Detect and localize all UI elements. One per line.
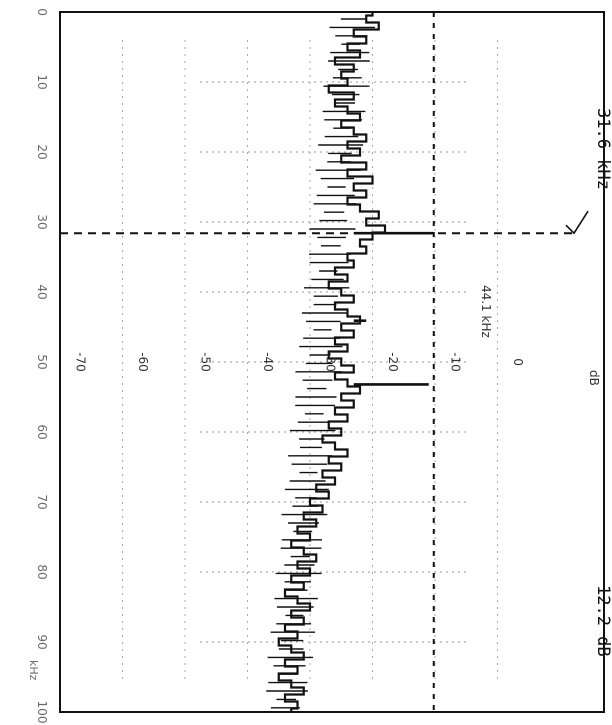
x-tick-label: 90 — [35, 634, 49, 649]
spectrum-trace — [266, 12, 387, 712]
y-tick-label: -50 — [199, 352, 213, 372]
x-tick-label: 100 — [35, 701, 49, 724]
y-tick-label: -40 — [261, 352, 275, 372]
spikes — [353, 231, 434, 386]
y-tick-label: -20 — [386, 352, 400, 372]
x-tick-label: 30 — [35, 214, 49, 229]
x-unit-label: kHz — [27, 660, 40, 681]
trace-path — [277, 12, 387, 712]
frequency-marker-arrow — [565, 210, 589, 235]
x-tick-label: 80 — [35, 564, 49, 579]
y-tick-labels: 0 -10 -20 -30 -40 -50 -60 -70 — [74, 352, 526, 372]
marker-lines — [60, 12, 589, 712]
x-tick-label: 10 — [35, 74, 49, 89]
x-tick-label: 50 — [35, 354, 49, 369]
x-tick-labels: 0 10 20 30 40 50 60 70 80 90 100 — [35, 8, 49, 723]
y-tick-label: -60 — [136, 352, 150, 372]
y-tick-label: -70 — [74, 352, 88, 372]
annotation-44khz: 44.1 kHz — [479, 285, 493, 338]
level-marker-label: 12.2 dB — [593, 585, 612, 657]
grid — [122, 40, 498, 680]
x-tick-label: 70 — [35, 494, 49, 509]
x-tick-label: 60 — [35, 424, 49, 439]
y-unit-label: dB — [587, 370, 601, 386]
x-tick-label: 40 — [35, 284, 49, 299]
y-tick-label: -30 — [324, 352, 338, 372]
y-tick-label: 0 — [511, 358, 525, 366]
y-tick-label: -10 — [449, 352, 463, 372]
x-tick-label: 0 — [35, 8, 49, 16]
frequency-marker-label: 31.6 kHz — [593, 108, 612, 190]
x-tick-label: 20 — [35, 144, 49, 159]
trace-noise — [266, 18, 375, 709]
